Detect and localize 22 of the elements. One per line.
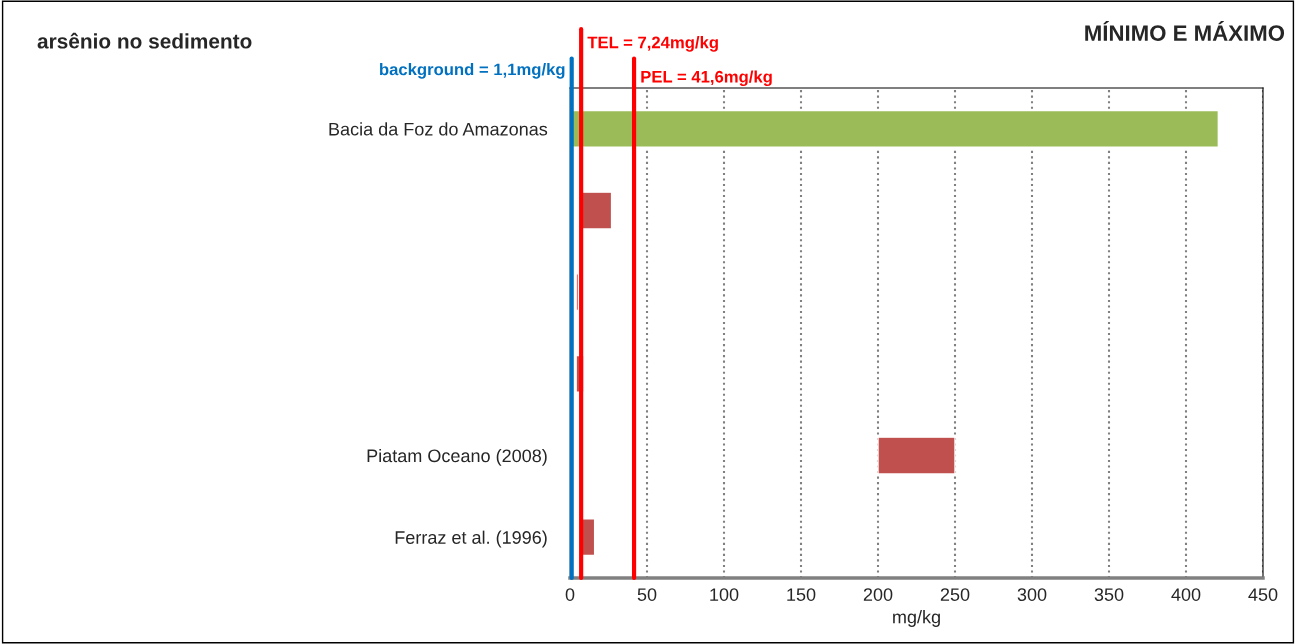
x-tick-label: 350	[1094, 588, 1124, 601]
bar	[877, 436, 956, 475]
x-tick-label: 50	[637, 588, 657, 601]
y-tick-label: Bacia da Foz do Amazonas	[329, 122, 548, 136]
ref-line-label: background = 1,1mg/kg	[380, 63, 565, 79]
bar	[581, 191, 613, 230]
ref-line-label: PEL = 41,6mg/kg	[641, 70, 772, 86]
x-tick-label: 250	[940, 588, 970, 601]
y-tick-label: Ferraz et al. (1996)	[395, 530, 547, 548]
x-tick-label: 200	[863, 588, 893, 601]
x-tick-label: 450	[1248, 588, 1278, 601]
x-tick-label: 100	[710, 588, 739, 601]
text: arsênio no sedimento	[37, 32, 252, 49]
x-tick-label: 150	[787, 588, 816, 601]
x-tick-label: 400	[1171, 588, 1201, 601]
chart-subtitle: MÍNIMO E MÁXIMO	[1085, 21, 1285, 41]
x-axis-title: mg/kg	[893, 610, 940, 627]
y-tick-label: Piatam Oceano (2008)	[367, 448, 547, 466]
bar	[575, 273, 580, 312]
x-tick-label: 300	[1017, 588, 1047, 601]
x-tick-label: 0	[565, 588, 575, 601]
ref-line-label: TEL = 7,24mg/kg	[587, 36, 718, 52]
